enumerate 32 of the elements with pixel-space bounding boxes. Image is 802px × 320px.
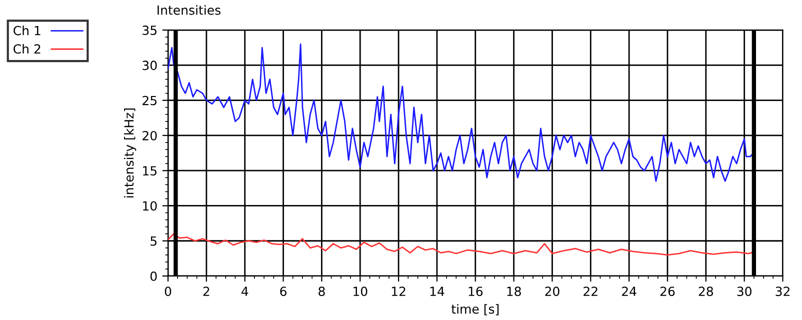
y-tick-label: 20 bbox=[142, 130, 157, 140]
legend-label: Ch 1 bbox=[14, 26, 40, 36]
x-tick-label: 20 bbox=[545, 286, 560, 296]
x-tick-label: 2 bbox=[203, 286, 210, 296]
legend-label: Ch 2 bbox=[14, 44, 40, 54]
x-tick-label: 0 bbox=[164, 286, 172, 296]
y-tick-label: 0 bbox=[150, 271, 157, 281]
x-tick-label: 32 bbox=[776, 286, 790, 296]
x-tick-label: 30 bbox=[737, 286, 752, 296]
y-tick-label: 30 bbox=[142, 60, 157, 70]
y-axis-title: intensity [kHz] bbox=[124, 108, 136, 198]
x-tick-label: 6 bbox=[280, 286, 286, 296]
y-tick-label: 10 bbox=[143, 201, 157, 211]
x-tick-label: 22 bbox=[584, 286, 598, 296]
x-tick-label: 10 bbox=[354, 286, 368, 296]
x-tick-label: 12 bbox=[392, 286, 406, 296]
line-series bbox=[168, 233, 755, 256]
x-tick-label: 24 bbox=[622, 286, 636, 296]
x-tick-label: 26 bbox=[660, 286, 675, 296]
x-tick-label: 8 bbox=[318, 286, 325, 296]
x-tick-label: 16 bbox=[468, 286, 483, 296]
y-tick-label: 5 bbox=[150, 236, 157, 246]
x-tick-label: 14 bbox=[430, 286, 444, 296]
y-tick-label: 25 bbox=[142, 96, 157, 106]
x-tick-label: 28 bbox=[698, 286, 714, 296]
line-series bbox=[168, 43, 755, 182]
x-axis-title: time [s] bbox=[451, 304, 499, 316]
x-tick-label: 18 bbox=[507, 286, 521, 296]
x-tick-label: 4 bbox=[241, 286, 248, 296]
chart-title: Intensities bbox=[158, 5, 220, 15]
y-tick-label: 35 bbox=[142, 26, 157, 36]
y-tick-label: 15 bbox=[143, 166, 157, 176]
